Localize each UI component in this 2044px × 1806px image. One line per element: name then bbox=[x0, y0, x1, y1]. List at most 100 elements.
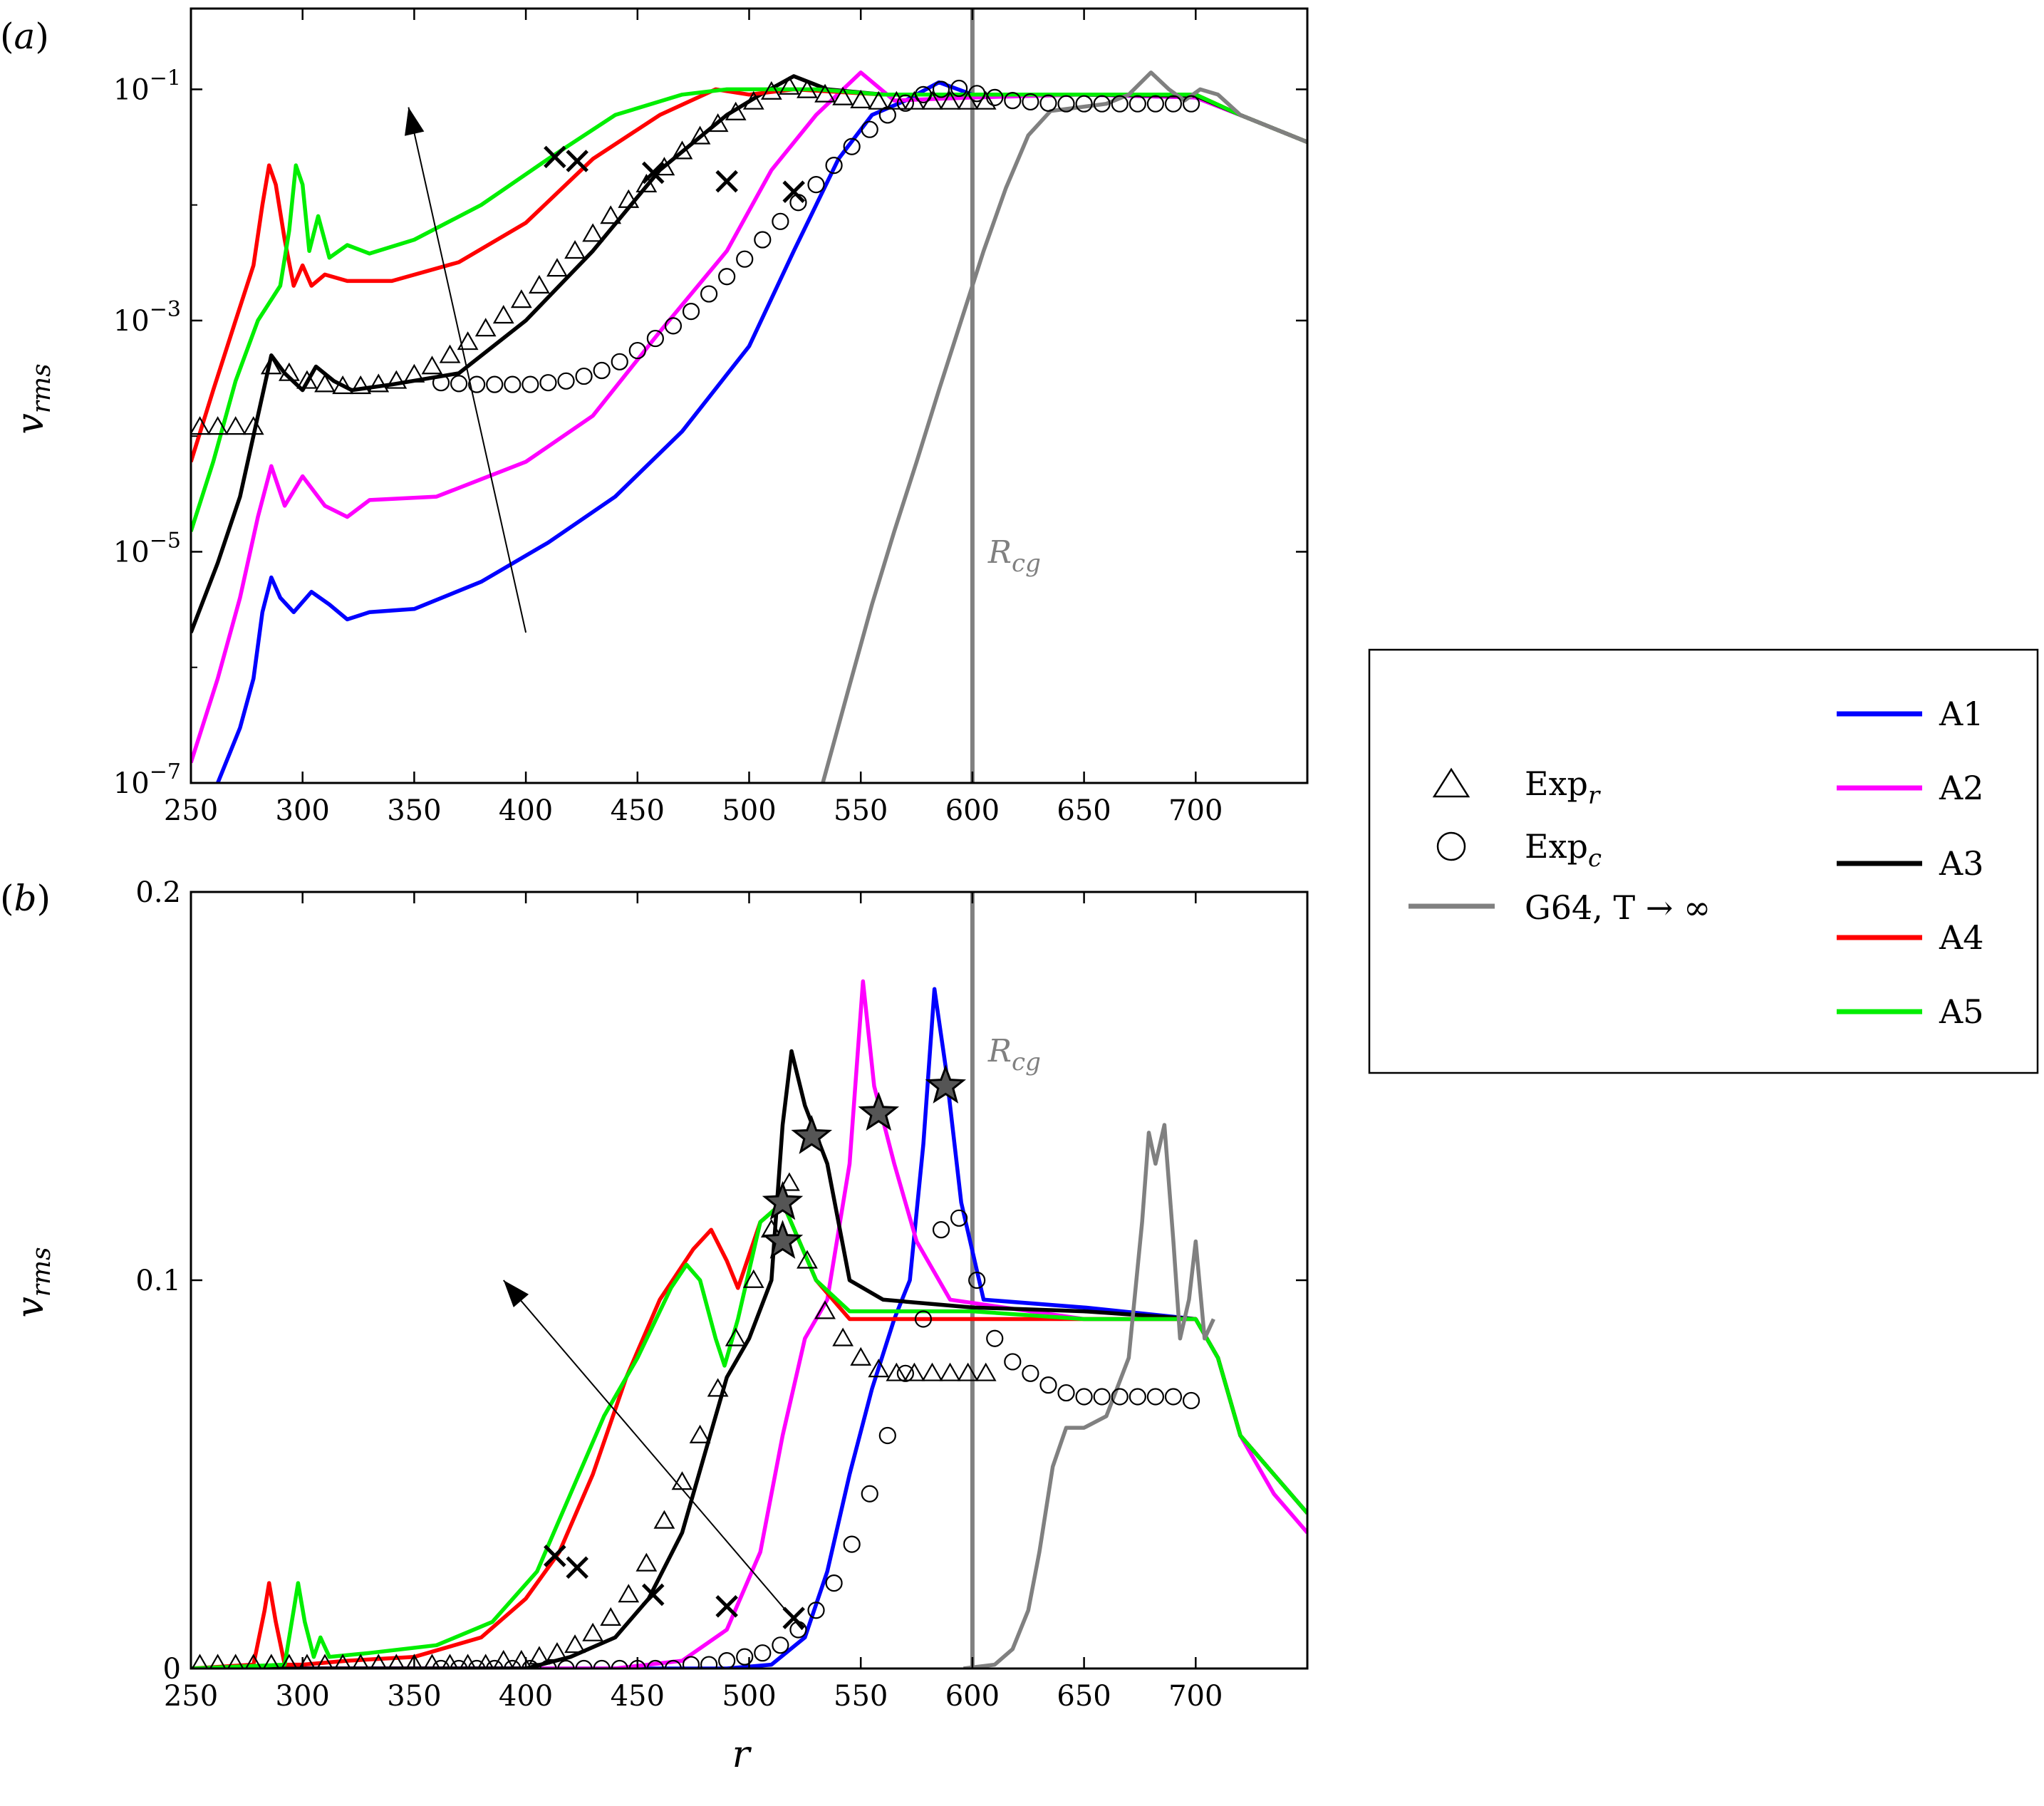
exp-c-point-b bbox=[896, 1364, 914, 1382]
legend-label-a2: A2 bbox=[1939, 769, 1984, 807]
x-tick-label-b: 450 bbox=[611, 1680, 665, 1713]
exp-c-point-b bbox=[450, 1659, 468, 1669]
exp-c-point-b bbox=[718, 1652, 736, 1669]
exp-r-point-b bbox=[334, 1654, 351, 1669]
exp-r-point-b bbox=[564, 1634, 586, 1654]
cross-marker-a bbox=[782, 180, 805, 203]
y-tick-label-b: 0.1 bbox=[135, 1265, 181, 1297]
exp-c-point-a bbox=[968, 85, 986, 103]
exp-c-point-a bbox=[736, 250, 754, 268]
exp-c-point-b bbox=[1039, 1376, 1057, 1394]
exp-r-point-b bbox=[618, 1584, 640, 1603]
exp-c-point-a bbox=[1146, 95, 1164, 113]
exp-r-point-b bbox=[459, 1654, 477, 1669]
exp-c-point-b bbox=[646, 1659, 664, 1669]
x-tick-label-a: 600 bbox=[945, 794, 1000, 827]
legend-label-a4: A4 bbox=[1939, 918, 1984, 957]
exp-r-point-b bbox=[388, 1654, 405, 1669]
x-tick-label-a: 500 bbox=[722, 794, 776, 827]
exp-r-point-b bbox=[370, 1654, 388, 1669]
series-line-a-a1 bbox=[216, 80, 1307, 783]
x-tick-label-a: 250 bbox=[164, 794, 218, 827]
exp-c-point-a bbox=[611, 353, 628, 370]
exp-c-point-a bbox=[1093, 95, 1111, 113]
cross-marker-a bbox=[566, 150, 588, 172]
exp-c-point-a bbox=[986, 88, 1004, 106]
exp-r-point-b bbox=[600, 1607, 622, 1626]
exp-c-point-b bbox=[593, 1659, 611, 1669]
exp-r-point-b bbox=[921, 1362, 943, 1381]
exp-c-point-b bbox=[700, 1656, 718, 1669]
exp-c-point-a bbox=[575, 367, 593, 385]
exp-c-point-a bbox=[664, 317, 683, 335]
panel-b-plot-area bbox=[191, 892, 1307, 1669]
x-tick-label-a: 700 bbox=[1168, 794, 1223, 827]
exp-c-point-a bbox=[557, 372, 575, 390]
exp-r-point-a bbox=[191, 416, 211, 435]
exp-c-point-b bbox=[1057, 1384, 1075, 1402]
exp-c-point-a bbox=[486, 375, 504, 393]
exp-r-point-a bbox=[350, 375, 372, 395]
x-tick-label-a: 550 bbox=[834, 794, 888, 827]
exp-c-point-b bbox=[1004, 1353, 1022, 1371]
x-tick-label-b: 300 bbox=[276, 1680, 330, 1713]
y-tick-label-b: 0 bbox=[163, 1653, 181, 1686]
exp-r-point-b bbox=[957, 1362, 979, 1381]
exp-r-point-b bbox=[477, 1654, 494, 1669]
exp-c-point-b bbox=[932, 1221, 950, 1239]
panel-label-a: (a) bbox=[0, 16, 49, 57]
exp-r-point-b bbox=[441, 1654, 459, 1669]
exp-c-point-a bbox=[628, 341, 646, 360]
exp-r-point-a bbox=[939, 90, 961, 110]
exp-r-point-b bbox=[779, 1172, 800, 1191]
exp-c-point-a bbox=[718, 268, 736, 286]
legend-circle-icon bbox=[1436, 831, 1466, 861]
exp-r-point-b bbox=[742, 1269, 764, 1288]
exp-r-point-b bbox=[281, 1654, 298, 1669]
x-tick-label-a: 400 bbox=[499, 794, 553, 827]
exp-c-point-a bbox=[1111, 95, 1129, 113]
exp-c-point-a bbox=[700, 285, 718, 303]
exp-c-point-b bbox=[1022, 1364, 1039, 1382]
x-tick-label-b: 500 bbox=[722, 1680, 776, 1713]
exp-c-point-a bbox=[1129, 95, 1146, 113]
exp-r-point-b bbox=[263, 1654, 280, 1669]
exp-r-point-a bbox=[832, 86, 854, 105]
series-line-b-a2 bbox=[191, 979, 1307, 1669]
y-tick-label-b: 0.2 bbox=[135, 876, 181, 909]
star-marker-b bbox=[762, 1220, 804, 1259]
y-tick-label-a: 10−5 bbox=[113, 528, 181, 569]
series-line-b-g64 bbox=[963, 1123, 1215, 1669]
exp-c-point-b bbox=[1146, 1388, 1164, 1406]
trend-arrow-b bbox=[502, 1280, 803, 1631]
exp-c-point-b bbox=[1182, 1391, 1200, 1410]
cross-marker-a bbox=[715, 170, 738, 193]
exp-r-point-a bbox=[618, 189, 640, 208]
x-tick-label-a: 350 bbox=[387, 794, 441, 827]
exp-c-point-a bbox=[468, 375, 486, 393]
exp-r-point-a bbox=[582, 223, 604, 242]
cross-marker-a bbox=[641, 161, 665, 185]
exp-r-point-b bbox=[725, 1327, 747, 1346]
panel-b-axes: 250 300 350 400 450 500 550 600 650 700 0 0.1 0.2 Rcg bbox=[135, 876, 1307, 1713]
series-line-a-a2 bbox=[191, 70, 1307, 764]
exp-r-point-a bbox=[797, 79, 818, 98]
exp-c-point-a bbox=[807, 176, 825, 194]
exp-r-point-a bbox=[886, 90, 908, 110]
exp-r-point-b bbox=[191, 1654, 209, 1669]
legend-label-line: G64, T → ∞ bbox=[1525, 888, 1711, 927]
exp-r-point-a bbox=[689, 125, 711, 145]
exp-r-point-a bbox=[600, 205, 622, 224]
exp-r-point-b bbox=[209, 1654, 227, 1669]
exp-r-point-a bbox=[564, 240, 586, 259]
exp-r-point-a bbox=[207, 416, 229, 435]
exp-r-point-a bbox=[760, 81, 782, 100]
exp-r-point-a bbox=[332, 375, 354, 395]
exp-c-point-a bbox=[772, 212, 789, 230]
exp-r-point-a bbox=[474, 318, 497, 337]
exp-c-point-b bbox=[522, 1659, 539, 1669]
legend-label-a3: A3 bbox=[1939, 844, 1984, 883]
rcg-label-a: Rcg bbox=[987, 534, 1041, 578]
exp-c-point-b bbox=[968, 1271, 986, 1289]
